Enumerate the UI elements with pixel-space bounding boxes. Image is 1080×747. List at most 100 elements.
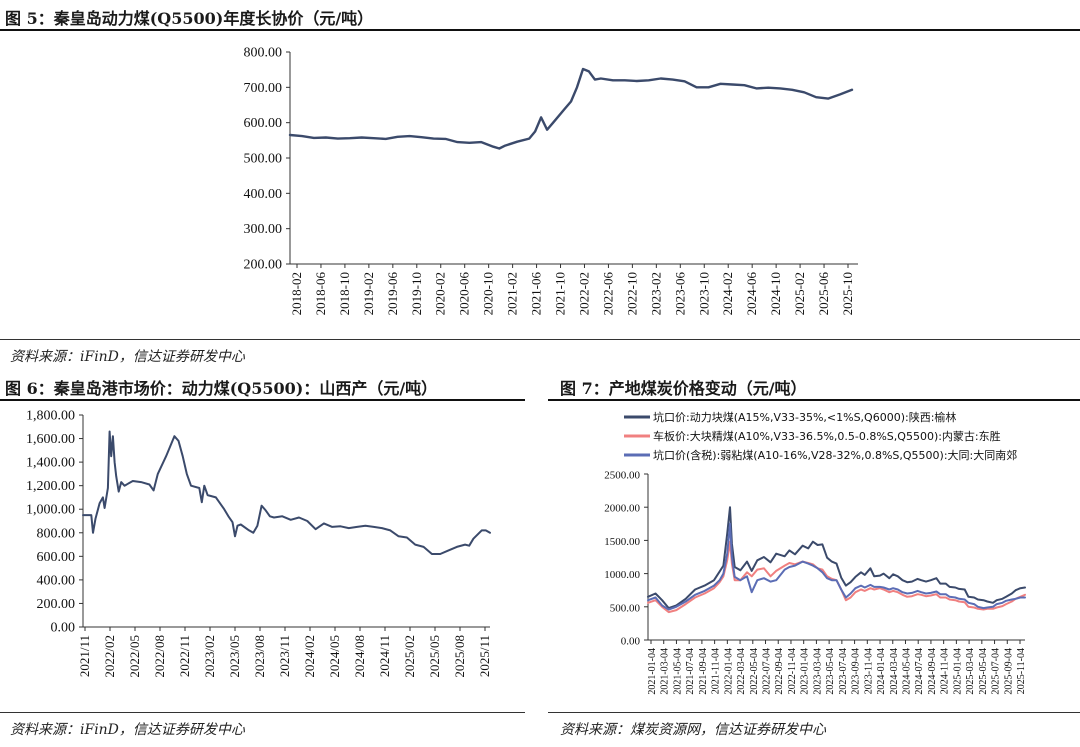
series-line-0 xyxy=(288,67,854,150)
x-tick-label: 2024/02 xyxy=(302,635,317,678)
x-tick-label: 2025-10 xyxy=(840,272,855,315)
fig7-title: 图 7：产地煤炭价格变动（元/吨） xyxy=(560,379,807,398)
x-tick-label: 2019-10 xyxy=(409,272,424,315)
x-tick-label: 2025-02 xyxy=(792,272,807,315)
x-tick-label: 2022-05-04 xyxy=(749,648,760,695)
x-tick-label: 2022/08 xyxy=(152,635,167,678)
y-tick-label: 1000.00 xyxy=(604,569,640,581)
x-tick-label: 2025/08 xyxy=(452,635,467,678)
y-tick-label: 400.00 xyxy=(37,573,76,588)
fig5-title: 图 5：秦皇岛动力煤(Q5500)年度长协价（元/吨） xyxy=(5,9,374,28)
y-tick-label: 200.00 xyxy=(37,597,76,612)
fig7-source: 资料来源：煤炭资源网，信达证券研发中心 xyxy=(560,722,826,738)
x-tick-label: 2025/11 xyxy=(477,635,492,677)
x-tick-label: 2021/11 xyxy=(77,635,92,677)
y-tick-label: 200.00 xyxy=(244,258,283,273)
x-tick-label: 2023/11 xyxy=(277,635,292,677)
x-tick-label: 2022-11-04 xyxy=(787,648,798,694)
y-tick-label: 0.00 xyxy=(621,636,641,648)
fig6-top-rule xyxy=(0,399,525,401)
x-tick-label: 2021-07-04 xyxy=(685,648,696,695)
x-tick-label: 2024/05 xyxy=(327,635,342,678)
x-tick-label: 2020-10 xyxy=(481,272,496,315)
x-tick-label: 2021-05-04 xyxy=(672,648,683,695)
y-tick-label: 300.00 xyxy=(244,222,283,237)
x-tick-label: 2018-02 xyxy=(289,272,304,315)
x-tick-label: 2022-01-04 xyxy=(723,648,734,695)
fig5-top-rule xyxy=(0,29,1080,31)
x-tick-label: 2023-02 xyxy=(648,272,663,315)
x-tick-label: 2021-11-04 xyxy=(711,648,722,694)
fig7-bottom-rule xyxy=(548,712,1080,713)
fig6-title: 图 6：秦皇岛港市场价：动力煤(Q5500)：山西产（元/吨） xyxy=(5,379,438,398)
x-tick-label: 2022-09-04 xyxy=(774,648,785,695)
y-tick-label: 2000.00 xyxy=(604,503,640,515)
x-tick-label: 2024-03-04 xyxy=(889,648,900,695)
y-tick-label: 1,600.00 xyxy=(26,432,75,447)
x-tick-label: 2024-11-04 xyxy=(940,648,951,694)
chart-fig5: 800.00 700.00 600.00 500.00 400.00 300.00 200.… xyxy=(244,46,858,316)
y-tick-label: 600.00 xyxy=(37,550,76,565)
x-tick-label: 2023-11-04 xyxy=(863,648,874,694)
legend-label-1: 车板价:大块精煤(A10%,V33-36.5%,0.5-0.8%S,Q5500)… xyxy=(653,429,1001,443)
x-tick-label: 2021-03-04 xyxy=(660,648,671,695)
y-tick-label: 400.00 xyxy=(244,187,283,202)
x-tick-label: 2025-09-04 xyxy=(1003,648,1014,695)
x-tick-label: 2022/02 xyxy=(102,635,117,678)
x-tick-label: 2025-07-04 xyxy=(991,648,1002,695)
fig7-top-rule xyxy=(548,399,1080,401)
legend-label-2: 坑口价(含税):弱粘煤(A10-16%,V28-32%,0.8%S,Q5500)… xyxy=(653,448,1017,462)
x-tick-label: 2023-03-04 xyxy=(812,648,823,695)
x-tick-label: 2022-02 xyxy=(576,272,591,315)
y-tick-label: 800.00 xyxy=(244,46,283,61)
y-tick-label: 700.00 xyxy=(244,81,283,96)
y-tick-label: 2500.00 xyxy=(604,470,640,482)
legend-label-0: 坑口价:动力块煤(A15%,V33-35%,<1%S,Q6000):陕西:榆林 xyxy=(653,410,956,424)
y-tick-label: 0.00 xyxy=(51,621,76,636)
x-tick-label: 2024/11 xyxy=(377,635,392,677)
x-tick-label: 2023/05 xyxy=(227,635,242,678)
x-tick-label: 2022-10 xyxy=(624,272,639,315)
y-tick-label: 1,000.00 xyxy=(26,503,75,518)
y-tick-label: 500.00 xyxy=(244,152,283,167)
y-tick-label: 1,800.00 xyxy=(26,409,75,424)
x-tick-label: 2025-05-04 xyxy=(978,648,989,695)
x-tick-label: 2022/11 xyxy=(177,635,192,677)
x-tick-label: 2024-02 xyxy=(720,272,735,315)
x-tick-label: 2022-07-04 xyxy=(762,648,773,695)
x-tick-label: 2022/05 xyxy=(127,635,142,678)
x-tick-label: 2021-02 xyxy=(505,272,520,315)
x-tick-label: 2021-10 xyxy=(553,272,568,315)
fig5-bottom-rule xyxy=(0,339,1080,340)
x-tick-label: 2023-01-04 xyxy=(800,648,811,695)
x-tick-label: 2025-01-04 xyxy=(952,648,963,695)
x-tick-label: 2025-03-04 xyxy=(965,648,976,695)
x-tick-label: 2023/08 xyxy=(252,635,267,678)
y-tick-label: 1,200.00 xyxy=(26,479,75,494)
series-line-1 xyxy=(647,540,1026,614)
x-tick-label: 2021-09-04 xyxy=(698,648,709,695)
x-tick-label: 2025/05 xyxy=(427,635,442,678)
x-tick-label: 2024-01-04 xyxy=(876,648,887,695)
x-tick-label: 2025/02 xyxy=(402,635,417,678)
fig6-bottom-rule xyxy=(0,712,525,713)
x-tick-label: 2020-06 xyxy=(457,272,472,316)
x-tick-label: 2023-06 xyxy=(672,272,687,316)
x-tick-label: 2023/02 xyxy=(202,635,217,678)
y-tick-label: 1500.00 xyxy=(604,536,640,548)
x-tick-label: 2023-10 xyxy=(696,272,711,315)
x-tick-label: 2024-07-04 xyxy=(914,648,925,695)
x-tick-label: 2023-09-04 xyxy=(851,648,862,695)
y-tick-label: 600.00 xyxy=(244,116,283,131)
x-tick-label: 2020-02 xyxy=(433,272,448,315)
x-tick-label: 2018-06 xyxy=(313,272,328,316)
x-tick-label: 2022-06 xyxy=(600,272,615,316)
x-tick-label: 2024-05-04 xyxy=(901,648,912,695)
x-tick-label: 2025-11-04 xyxy=(1016,648,1027,694)
y-tick-label: 1,400.00 xyxy=(26,456,75,471)
x-tick-label: 2018-10 xyxy=(337,272,352,315)
series-line-0 xyxy=(647,506,1026,610)
fig6-source: 资料来源：iFinD，信达证券研发中心 xyxy=(10,722,245,738)
x-tick-label: 2024/08 xyxy=(352,635,367,678)
x-tick-label: 2019-02 xyxy=(361,272,376,315)
